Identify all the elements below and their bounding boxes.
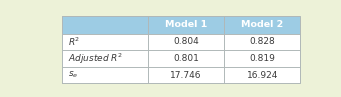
Bar — [224, 50, 300, 67]
Text: Model 2: Model 2 — [241, 20, 283, 29]
Bar — [148, 34, 224, 50]
Text: 0.804: 0.804 — [173, 37, 199, 46]
Bar — [148, 16, 224, 34]
Bar — [62, 50, 148, 67]
Text: $s_e$: $s_e$ — [68, 70, 78, 80]
Bar — [224, 16, 300, 34]
Text: 16.924: 16.924 — [247, 71, 278, 80]
Text: 0.801: 0.801 — [173, 54, 199, 63]
Text: 0.819: 0.819 — [249, 54, 275, 63]
Bar — [148, 67, 224, 83]
Bar — [148, 50, 224, 67]
Bar — [224, 34, 300, 50]
Text: 17.746: 17.746 — [170, 71, 202, 80]
Bar — [224, 67, 300, 83]
Text: 0.828: 0.828 — [249, 37, 275, 46]
Bar — [62, 34, 148, 50]
Bar — [62, 16, 148, 34]
Text: $R^2$: $R^2$ — [68, 36, 80, 48]
Bar — [62, 67, 148, 83]
Text: Model 1: Model 1 — [165, 20, 207, 29]
Text: Adjusted $R^2$: Adjusted $R^2$ — [68, 51, 123, 66]
